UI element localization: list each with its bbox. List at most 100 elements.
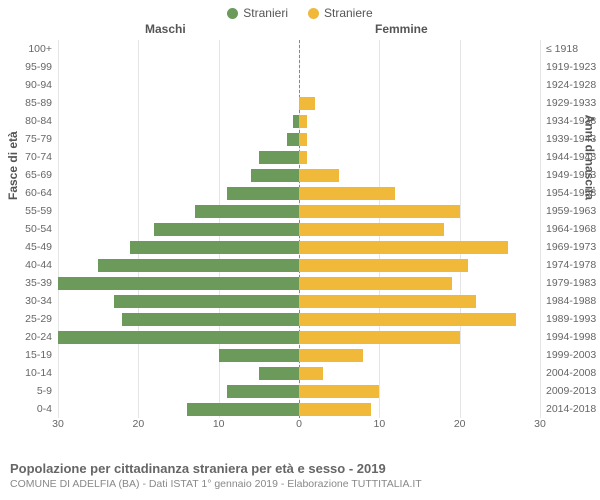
age-label: 0-4: [6, 403, 52, 415]
bar-male: [219, 349, 299, 362]
birth-label: 1929-1933: [546, 97, 596, 109]
pyramid-row: 100+≤ 1918: [58, 40, 540, 58]
birth-label: 1919-1923: [546, 61, 596, 73]
age-label: 95-99: [6, 61, 52, 73]
bar-male: [227, 385, 299, 398]
pyramid-row: 35-391979-1983: [58, 274, 540, 292]
x-tick-label: 10: [213, 418, 225, 430]
birth-label: 1924-1928: [546, 79, 596, 91]
bar-female: [299, 367, 323, 380]
age-label: 30-34: [6, 295, 52, 307]
age-label: 10-14: [6, 367, 52, 379]
age-label: 55-59: [6, 205, 52, 217]
x-tick-label: 0: [296, 418, 302, 430]
gridline: [540, 40, 541, 418]
bar-male: [98, 259, 299, 272]
legend-swatch-male: [227, 8, 238, 19]
bar-male: [130, 241, 299, 254]
x-tick-label: 20: [132, 418, 144, 430]
birth-label: 1984-1988: [546, 295, 596, 307]
birth-label: ≤ 1918: [546, 43, 578, 55]
birth-label: 2004-2008: [546, 367, 596, 379]
x-axis: 3020100102030: [58, 414, 540, 434]
header-female: Femmine: [375, 22, 428, 36]
age-label: 15-19: [6, 349, 52, 361]
bar-female: [299, 151, 307, 164]
bar-male: [251, 169, 299, 182]
age-label: 50-54: [6, 223, 52, 235]
birth-label: 1969-1973: [546, 241, 596, 253]
bar-male: [287, 133, 299, 146]
birth-label: 1989-1993: [546, 313, 596, 325]
pyramid-row: 15-191999-2003: [58, 346, 540, 364]
pyramid-row: 75-791939-1943: [58, 130, 540, 148]
birth-label: 1939-1943: [546, 133, 596, 145]
bar-male: [154, 223, 299, 236]
legend-label-female: Straniere: [324, 6, 373, 20]
age-label: 60-64: [6, 187, 52, 199]
pyramid-row: 55-591959-1963: [58, 202, 540, 220]
birth-label: 1944-1948: [546, 151, 596, 163]
age-label: 100+: [6, 43, 52, 55]
x-tick-label: 30: [534, 418, 546, 430]
pyramid-row: 60-641954-1958: [58, 184, 540, 202]
bar-female: [299, 97, 315, 110]
pyramid-row: 85-891929-1933: [58, 94, 540, 112]
pyramid-row: 45-491969-1973: [58, 238, 540, 256]
age-label: 65-69: [6, 169, 52, 181]
legend-female: Straniere: [308, 6, 373, 20]
bar-female: [299, 133, 307, 146]
legend-swatch-female: [308, 8, 319, 19]
birth-label: 1964-1968: [546, 223, 596, 235]
age-label: 35-39: [6, 277, 52, 289]
bar-female: [299, 313, 516, 326]
pyramid-row: 50-541964-1968: [58, 220, 540, 238]
column-headers: Maschi Femmine: [0, 22, 600, 40]
birth-label: 1974-1978: [546, 259, 596, 271]
age-label: 80-84: [6, 115, 52, 127]
pyramid-row: 30-341984-1988: [58, 292, 540, 310]
pyramid-row: 40-441974-1978: [58, 256, 540, 274]
bar-female: [299, 205, 460, 218]
bar-female: [299, 349, 363, 362]
footer: Popolazione per cittadinanza straniera p…: [10, 461, 590, 490]
bar-female: [299, 277, 452, 290]
birth-label: 1959-1963: [546, 205, 596, 217]
age-label: 40-44: [6, 259, 52, 271]
age-label: 90-94: [6, 79, 52, 91]
bar-male: [259, 367, 299, 380]
bar-female: [299, 331, 460, 344]
birth-label: 1954-1958: [546, 187, 596, 199]
pyramid-row: 70-741944-1948: [58, 148, 540, 166]
bar-female: [299, 169, 339, 182]
pyramid-row: 20-241994-1998: [58, 328, 540, 346]
footer-title: Popolazione per cittadinanza straniera p…: [10, 461, 590, 476]
legend-male: Stranieri: [227, 6, 288, 20]
pyramid-row: 80-841934-1938: [58, 112, 540, 130]
age-label: 5-9: [6, 385, 52, 397]
bar-female: [299, 187, 395, 200]
birth-label: 1934-1938: [546, 115, 596, 127]
age-label: 20-24: [6, 331, 52, 343]
bar-male: [195, 205, 299, 218]
bar-female: [299, 241, 508, 254]
bar-female: [299, 223, 444, 236]
header-male: Maschi: [145, 22, 186, 36]
age-label: 45-49: [6, 241, 52, 253]
x-tick-label: 20: [454, 418, 466, 430]
age-label: 25-29: [6, 313, 52, 325]
legend-label-male: Stranieri: [243, 6, 288, 20]
bar-female: [299, 259, 468, 272]
pyramid-row: 25-291989-1993: [58, 310, 540, 328]
bar-female: [299, 385, 379, 398]
bar-male: [122, 313, 299, 326]
bar-male: [227, 187, 299, 200]
birth-label: 1994-1998: [546, 331, 596, 343]
bar-female: [299, 295, 476, 308]
age-label: 75-79: [6, 133, 52, 145]
bar-female: [299, 115, 307, 128]
pyramid-row: 65-691949-1953: [58, 166, 540, 184]
bar-male: [114, 295, 299, 308]
chart-area: 100+≤ 191895-991919-192390-941924-192885…: [58, 40, 540, 418]
birth-label: 2014-2018: [546, 403, 596, 415]
